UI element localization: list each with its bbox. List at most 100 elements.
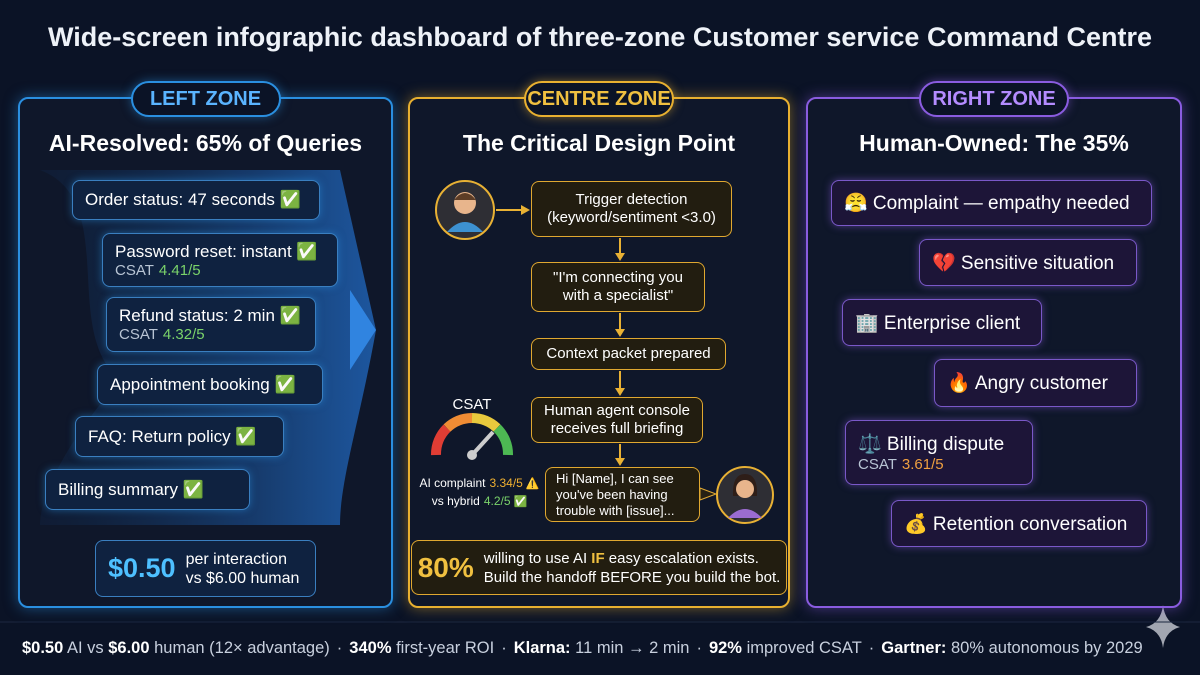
footer-segment: human (12× advantage) [149,639,330,657]
cost-line: vs $6.00 human [185,569,300,587]
footer-segment: 340% [349,639,392,657]
footer-segment: Gartner: [881,639,947,657]
bubble-line: Hi [Name], I can see [556,470,674,486]
stat-value: 80% [417,551,474,583]
speech-bubble: Hi [Name], I can see you've been having tr… [545,467,700,522]
flow-step: Trigger detection (keyword/sentiment <3.0… [531,181,732,237]
item-card: Billing summary ✅ [45,469,250,510]
zone-heading: Human-Owned: The 35% [859,130,1129,156]
stat-segment: IF [591,549,605,567]
comparison-value: 3.34/5 [489,476,523,490]
item-text: 🔥 Angry customer [947,373,1108,394]
stat-card: 80% willing to use AI IF easy escalation … [411,540,787,595]
footer: $0.50 AI vs $6.00 human (12× advantage) ·… [22,639,1172,658]
comparison-value: 4.2/5 [483,494,511,508]
bubble-line: you've been having [556,486,668,502]
stat-segment: willing to use AI [483,549,592,567]
stat-line: Build the handoff BEFORE you build the b… [483,568,781,586]
footer-separator: · [868,639,875,657]
flow-step: "I'm connecting you with a specialist" [531,262,705,312]
zone-heading: AI-Resolved: 65% of Queries [48,130,363,156]
step-line: Trigger detection [575,191,688,208]
item-csat: CSAT 4.32/5 [119,326,303,343]
item-csat: CSAT 4.41/5 [115,262,325,279]
footer-segment: AI vs [63,639,109,657]
comparison-row: vs hybrid 4.2/5 ✅ [412,494,547,508]
bubble-line: trouble with [issue]... [556,502,675,518]
item-text: FAQ: Return policy ✅ [88,426,257,446]
footer-segment: improved CSAT [741,639,862,657]
footer-segment: 11 min → 2 min [570,639,690,657]
item-text: Billing summary ✅ [58,479,204,499]
cost-line: per interaction [185,550,287,568]
item-card: 🔥 Angry customer [934,359,1137,407]
item-card: 💔 Sensitive situation [919,239,1137,286]
comparison-label: vs hybrid [431,494,480,508]
flow-step: Context packet prepared [531,338,726,370]
comparison-row: AI complaint 3.34/5 ⚠️ [412,476,547,490]
step-line: (keyword/sentiment <3.0) [547,209,716,226]
step-line: Context packet prepared [546,345,711,362]
cost-card: $0.50 per interaction vs $6.00 human [95,540,316,597]
item-card: Refund status: 2 min ✅ CSAT 4.32/5 [106,297,316,352]
footer-segment: 92% [708,639,742,657]
zone-label: RIGHT ZONE [919,81,1069,117]
step-line: Human agent console [544,402,690,419]
item-card: Password reset: instant ✅ CSAT 4.41/5 [102,233,338,287]
item-card: 💰 Retention conversation [891,500,1147,547]
footer-separator: · [336,639,343,657]
csat-value: 4.32/5 [162,326,205,343]
zone-heading: The Critical Design Point [462,130,736,156]
footer-segment: $6.00 [108,639,150,657]
item-text: 💰 Retention conversation [904,513,1128,535]
flow-chevron [350,290,376,370]
item-text: Appointment booking ✅ [110,374,296,394]
gauge-label: CSAT [452,396,492,413]
csat-value: 4.41/5 [158,261,201,279]
item-csat: CSAT 3.61/5 [858,456,1020,473]
zone-panel [18,97,393,608]
comparison-icon: ⚠️ [525,478,540,490]
item-text: 💔 Sensitive situation [932,252,1115,274]
item-card: FAQ: Return policy ✅ [75,416,284,457]
footer-separator: · [696,639,702,657]
stat-text: willing to use AI IF easy escalation exi… [484,549,781,587]
item-text: Refund status: 2 min ✅ [119,306,301,325]
item-card: Order status: 47 seconds ✅ [72,180,320,220]
footer-segment: 80% autonomous by 2029 [946,639,1143,657]
item-text: Password reset: instant ✅ [115,241,318,261]
item-text: 😤 Complaint — empathy needed [844,193,1130,214]
footer-separator: · [501,639,507,657]
customer-icon [435,180,495,240]
footer-segment: $0.50 [22,639,64,657]
csat-value: 3.61/5 [901,456,944,473]
csat-label: CSAT [115,261,154,279]
item-card: ⚖️ Billing dispute CSAT 3.61/5 [845,420,1033,485]
comparison-label: AI complaint [419,476,486,490]
item-card: Appointment booking ✅ [97,364,323,405]
step-line: "I'm connecting you [553,269,683,286]
gauge [431,413,513,460]
item-text: ⚖️ Billing dispute [858,434,1005,455]
csat-label: CSAT [119,326,158,343]
title: Wide-screen infographic dashboard of thr… [48,22,1152,52]
footer-segment: first-year ROI [391,639,495,657]
comparison-icon: ✅ [513,496,528,508]
item-card: 🏢 Enterprise client [842,299,1042,346]
sparkle [1146,605,1180,648]
connectors [496,205,625,466]
item-card: 😤 Complaint — empathy needed [831,180,1152,226]
stat-line: willing to use AI IF easy escalation exi… [484,549,781,568]
step-line: with a specialist" [562,287,674,304]
zone-label: LEFT ZONE [130,81,281,117]
zone-label: CENTRE ZONE [524,81,674,117]
item-text: 🏢 Enterprise client [855,312,1021,334]
footer-segment: Klarna: [513,639,571,657]
cost-value: $0.50 [108,553,176,583]
item-text: Order status: 47 seconds ✅ [85,190,301,209]
csat-label: CSAT [858,456,897,473]
stat-segment: easy escalation exists. [604,549,759,567]
step-line: receives full briefing [550,420,684,437]
agent-icon [716,466,774,524]
